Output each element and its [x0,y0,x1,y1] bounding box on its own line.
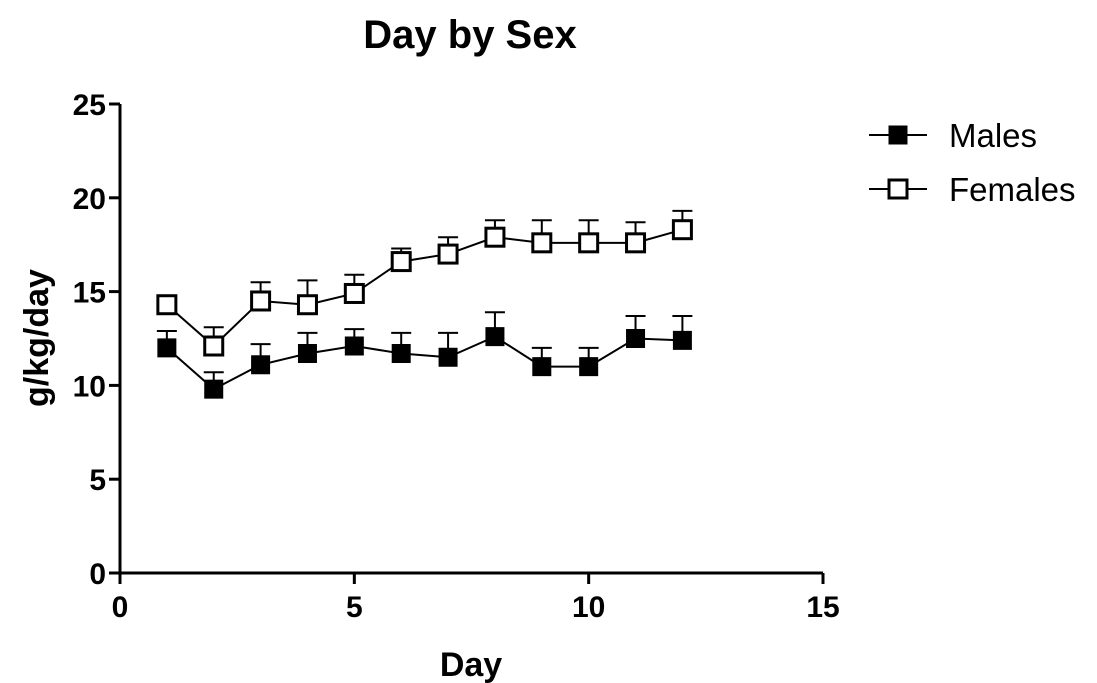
data-point [343,282,365,304]
series-line [166,228,683,348]
data-point [485,327,505,347]
data-point [297,344,317,364]
data-point [203,335,225,357]
y-tick-label: 20 [73,183,106,216]
data-point [438,347,458,367]
series-females [156,209,693,357]
data-point [251,355,271,375]
legend: Males Females [869,117,1076,208]
y-tick-label: 10 [73,370,106,403]
axes: 0 5 10 15 20 25 0 5 10 15 [73,89,840,624]
data-point [296,294,318,316]
y-tick-label: 0 [89,558,106,591]
data-point [625,232,647,254]
data-point [157,338,177,358]
x-tick-label: 5 [346,591,363,624]
x-axis-label: Day [440,646,502,683]
legend-label: Males [949,117,1037,154]
data-point [671,219,693,241]
y-tick-label: 15 [73,277,106,310]
y-axis-label: g/kg/day [18,269,56,407]
data-point [626,329,646,348]
data-point [672,330,692,350]
data-point [484,226,506,248]
data-point [578,232,600,254]
data-point [531,232,553,254]
plot-series [156,209,693,399]
data-point [579,357,599,377]
x-tick-label: 15 [806,591,839,624]
series-males [156,311,693,399]
data-point [156,294,178,316]
y-tick-label: 5 [89,464,106,497]
data-point [204,379,224,399]
data-point [250,290,272,312]
data-point [532,357,552,377]
legend-marker [888,125,908,145]
legend-label: Females [949,171,1076,208]
x-tick-label: 10 [572,591,605,624]
legend-marker [887,178,909,200]
x-tick-label: 0 [112,591,129,624]
data-point [437,243,459,265]
chart-title: Day by Sex [363,13,576,57]
series-line [166,335,683,391]
data-point [390,251,412,273]
data-point [391,344,411,364]
data-point [344,336,364,356]
y-tick-label: 25 [73,89,106,122]
